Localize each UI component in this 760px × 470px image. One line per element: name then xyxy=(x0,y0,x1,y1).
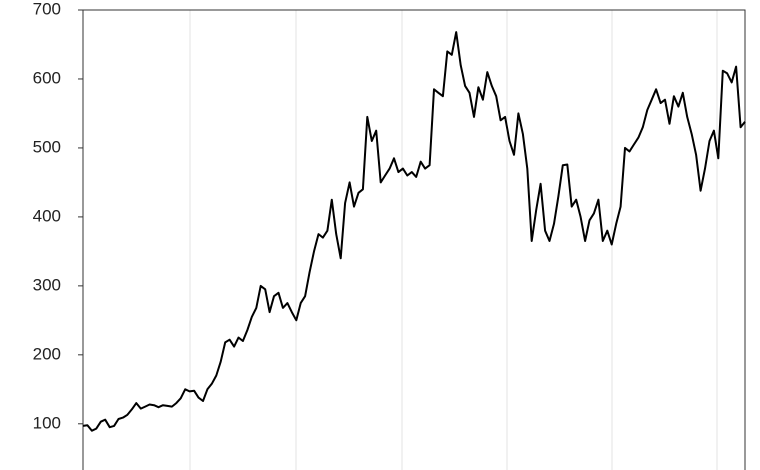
y-tick-label: 100 xyxy=(33,413,61,432)
plot-frame xyxy=(82,9,746,470)
y-tick-label: 200 xyxy=(33,344,61,363)
y-tick-label: 300 xyxy=(33,275,61,294)
data-line xyxy=(82,31,746,432)
y-tick-label: 600 xyxy=(33,68,61,87)
y-tick-label: 700 xyxy=(33,0,61,18)
y-tick-label: 500 xyxy=(33,137,61,156)
x-grid xyxy=(189,10,718,470)
y-tick-label: 400 xyxy=(33,206,61,225)
